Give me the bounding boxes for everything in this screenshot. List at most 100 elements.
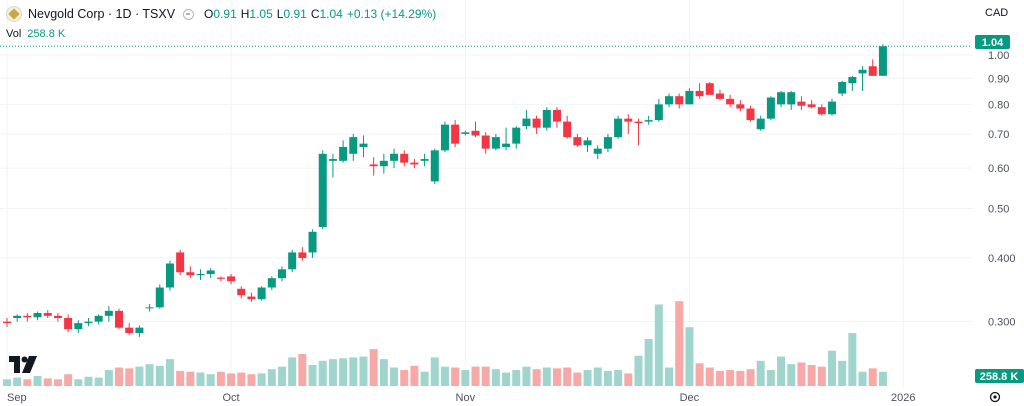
volume-bar	[756, 360, 765, 386]
y-tick-label: 0.60	[988, 163, 1009, 175]
high-value: 1.05	[249, 7, 273, 21]
eye-icon[interactable]	[183, 8, 195, 20]
candle	[624, 114, 633, 134]
volume-bar	[64, 374, 73, 386]
volume-bar	[23, 379, 32, 386]
grid-lines	[0, 0, 972, 388]
candle	[145, 303, 154, 312]
volume-bar	[420, 371, 429, 386]
volume-bar	[665, 367, 674, 386]
candle	[94, 314, 103, 325]
currency-label[interactable]: CAD	[985, 7, 1009, 19]
volume-bar	[868, 368, 877, 386]
volume-bar	[227, 373, 236, 386]
price-tag: 1.04	[975, 35, 1010, 49]
gear-icon[interactable]	[989, 391, 1001, 403]
candle	[461, 130, 470, 136]
candle	[817, 104, 826, 116]
volume-bar	[247, 374, 256, 386]
volume-bar	[115, 367, 124, 386]
volume-bar	[481, 366, 490, 386]
volume-label: Vol	[6, 28, 22, 40]
volume-bar	[451, 367, 460, 386]
volume-bar	[512, 370, 521, 386]
y-tick-label: 0.90	[988, 73, 1009, 85]
volume-bar	[552, 368, 561, 386]
candle	[563, 115, 572, 139]
candle	[53, 312, 62, 322]
price-candles	[3, 44, 887, 337]
tradingview-logo-icon[interactable]	[9, 356, 39, 374]
candle	[481, 132, 490, 154]
candle	[614, 115, 623, 139]
candle	[848, 75, 857, 91]
volume-bar	[288, 357, 297, 386]
volume-bar	[125, 368, 134, 386]
candle	[288, 249, 297, 273]
volume-bar	[390, 367, 399, 386]
volume-bar	[237, 372, 246, 386]
candle	[491, 133, 500, 151]
candle	[695, 83, 704, 99]
volume-bar	[267, 369, 276, 386]
volume-bar	[3, 379, 11, 386]
y-tick-label: 0.70	[988, 129, 1009, 141]
candle	[23, 312, 32, 322]
volume-bar	[675, 301, 684, 386]
candle	[868, 59, 877, 76]
volume-bar	[797, 362, 806, 386]
candle	[277, 266, 286, 282]
volume-bar	[176, 370, 185, 386]
volume-bar	[695, 363, 704, 386]
candle	[675, 93, 684, 109]
volume-bar	[878, 371, 887, 386]
candle	[206, 268, 215, 279]
volume-bar	[807, 365, 816, 386]
volume-bar	[196, 372, 205, 386]
nevgold-logo-icon[interactable]	[6, 6, 22, 22]
volume-bar	[614, 370, 623, 386]
change-value: +0.13 (+14.29%)	[346, 7, 437, 21]
volume-bar	[858, 371, 867, 386]
price-axis[interactable]: 0.300 0.400 0.50 0.60 0.70 0.80 0.90 1.00	[988, 50, 1016, 329]
candle	[379, 153, 388, 174]
volume-bar	[400, 370, 409, 386]
candle	[471, 121, 480, 138]
candle	[430, 148, 439, 185]
candle	[227, 273, 236, 285]
candle	[196, 269, 205, 281]
time-axis[interactable]: Sep Oct Nov Dec 2026	[7, 392, 916, 404]
candle	[542, 107, 551, 131]
volume-bar	[573, 372, 582, 386]
volume-bar	[104, 370, 113, 386]
volume-bar	[277, 366, 286, 386]
price-tag-label: 1.04	[982, 37, 1004, 49]
volume-bar	[216, 371, 225, 386]
x-tick-label: 2026	[891, 392, 915, 404]
candle	[308, 229, 317, 258]
candle	[634, 118, 643, 146]
volume-bar	[165, 359, 174, 386]
volume-bar	[502, 372, 511, 386]
volume-bar	[746, 369, 755, 386]
volume-bar	[339, 358, 348, 386]
candle	[654, 98, 663, 122]
candle	[705, 81, 714, 95]
candle	[74, 320, 83, 334]
candle	[104, 305, 113, 322]
candle	[593, 145, 602, 160]
volume-bar	[624, 373, 633, 386]
candle	[3, 317, 11, 327]
candle	[420, 153, 429, 167]
volume-bar	[705, 367, 714, 386]
candle	[318, 150, 327, 230]
candle	[522, 109, 531, 130]
candle	[359, 135, 368, 158]
volume-bar	[654, 304, 663, 386]
y-tick-label: 0.80	[988, 99, 1009, 111]
volume-bar	[583, 370, 592, 386]
candle	[665, 93, 674, 108]
symbol-title[interactable]: Nevgold Corp · 1D · TSXV	[28, 7, 176, 21]
volume-bar	[135, 366, 144, 386]
